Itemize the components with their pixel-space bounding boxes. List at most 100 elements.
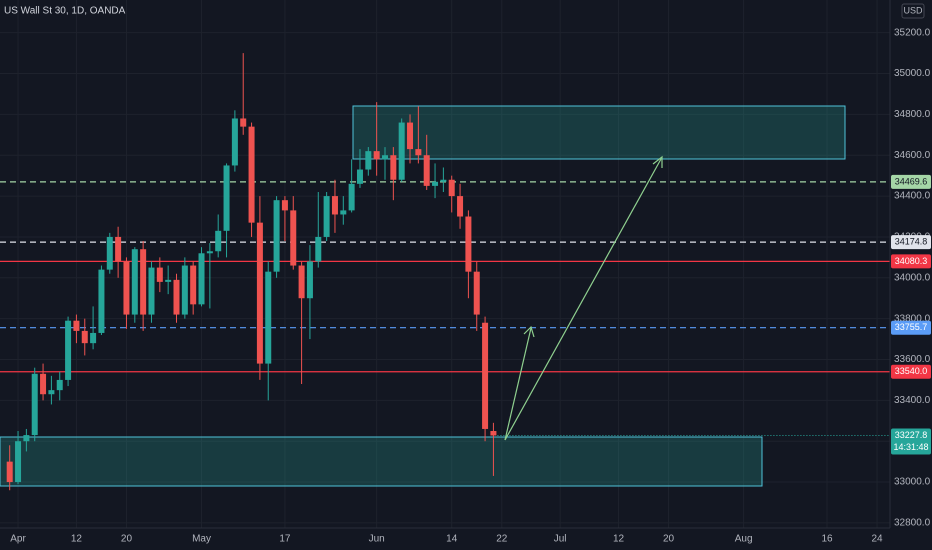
level-label: 34174.8 bbox=[895, 236, 928, 246]
x-tick-label: 24 bbox=[871, 534, 883, 545]
candle-body bbox=[156, 267, 163, 282]
level-label-box bbox=[891, 254, 931, 269]
candle-body bbox=[148, 267, 155, 315]
candle-body bbox=[440, 179, 447, 182]
y-tick-label: 33400.0 bbox=[894, 395, 931, 406]
arrow-short bbox=[504, 327, 532, 441]
supply-zone bbox=[352, 105, 846, 160]
candle-body bbox=[281, 200, 288, 211]
candle-body bbox=[198, 253, 205, 305]
candle-body bbox=[190, 265, 197, 305]
level-label: 33755.7 bbox=[895, 322, 928, 332]
y-tick-label: 32800.0 bbox=[894, 518, 931, 529]
candle-body bbox=[432, 181, 439, 186]
candle-body bbox=[356, 169, 363, 184]
level-label-box bbox=[891, 364, 931, 379]
x-tick-label: Jun bbox=[369, 534, 385, 545]
level-label-box bbox=[891, 320, 931, 335]
x-tick-label: 22 bbox=[496, 534, 508, 545]
candle-body bbox=[206, 251, 213, 254]
candle-body bbox=[215, 230, 222, 252]
candle-body bbox=[173, 279, 180, 315]
candle-body bbox=[290, 210, 297, 266]
countdown: 14:31:48 bbox=[893, 442, 928, 452]
candle-body bbox=[115, 236, 122, 262]
candle-body bbox=[106, 236, 113, 270]
x-tick-label: Apr bbox=[10, 534, 26, 545]
x-tick-label: 12 bbox=[613, 534, 625, 545]
candle-body bbox=[248, 126, 255, 223]
grid bbox=[0, 0, 890, 528]
candle-body bbox=[331, 196, 338, 215]
candle-body bbox=[382, 155, 388, 160]
candle-body bbox=[240, 118, 247, 127]
candle-body bbox=[306, 261, 313, 299]
candle-body bbox=[390, 155, 397, 180]
candle-body bbox=[298, 265, 305, 299]
x-tick-label: 14 bbox=[446, 534, 458, 545]
currency-box[interactable] bbox=[901, 3, 925, 19]
candle-body bbox=[140, 249, 147, 315]
level-label-box bbox=[891, 174, 931, 189]
candle-body bbox=[265, 271, 272, 364]
candle-body bbox=[273, 200, 280, 272]
candle-body bbox=[181, 265, 188, 315]
candle-body bbox=[365, 151, 372, 170]
candle-body bbox=[398, 122, 405, 180]
candle-body bbox=[465, 216, 472, 272]
arrow-long bbox=[504, 158, 662, 441]
candle-body bbox=[256, 222, 263, 364]
level-label: 34469.6 bbox=[895, 176, 928, 186]
currency: USD bbox=[903, 5, 923, 15]
level-label: 34080.3 bbox=[895, 256, 928, 266]
candle-body bbox=[457, 196, 464, 217]
candle-body bbox=[473, 271, 480, 315]
candle-body bbox=[65, 320, 72, 380]
candle-body bbox=[31, 373, 38, 436]
candle-body bbox=[323, 196, 330, 237]
price-scale bbox=[890, 0, 932, 550]
candle-body bbox=[73, 320, 80, 331]
candles bbox=[6, 53, 497, 491]
candle-body bbox=[48, 390, 55, 395]
candle-body bbox=[490, 430, 497, 436]
candle-body bbox=[56, 379, 63, 391]
candle-body bbox=[123, 261, 130, 315]
x-tick-label: 20 bbox=[663, 534, 675, 545]
y-tick-label: 33800.0 bbox=[894, 313, 931, 324]
x-tick-label: Jul bbox=[554, 534, 567, 545]
candle-body bbox=[40, 373, 47, 395]
level-label-box bbox=[891, 235, 931, 250]
y-tick-label: 33600.0 bbox=[894, 354, 931, 365]
candle-body bbox=[131, 249, 138, 315]
arrow-head bbox=[523, 325, 535, 338]
x-tick-label: May bbox=[192, 534, 211, 545]
x-tick-label: 12 bbox=[71, 534, 83, 545]
candle-body bbox=[448, 179, 455, 197]
candle-body bbox=[90, 332, 97, 344]
candle-body bbox=[6, 461, 13, 483]
demand-zone bbox=[0, 436, 763, 487]
last-price-box bbox=[891, 428, 931, 455]
y-tick-label: 34800.0 bbox=[894, 109, 931, 120]
candle-body bbox=[348, 183, 355, 211]
y-tick-label: 34000.0 bbox=[894, 272, 931, 283]
y-tick-label: 34600.0 bbox=[894, 150, 931, 161]
level-label: 33540.0 bbox=[895, 366, 928, 376]
candle-body bbox=[373, 151, 380, 160]
last-price-label: 33227.8 bbox=[895, 430, 928, 440]
y-tick-label: 33000.0 bbox=[894, 477, 931, 488]
axes: 32800.033000.033200.033400.033600.033800… bbox=[10, 27, 931, 545]
candle-body bbox=[423, 155, 430, 186]
candle-body bbox=[231, 118, 238, 166]
y-tick-label: 34400.0 bbox=[894, 191, 931, 202]
candle-body bbox=[223, 165, 230, 231]
y-tick-label: 35200.0 bbox=[894, 27, 931, 38]
candle-body bbox=[482, 322, 489, 429]
candle-body bbox=[407, 122, 414, 150]
candle-body bbox=[81, 330, 88, 344]
candle-body bbox=[15, 441, 22, 483]
